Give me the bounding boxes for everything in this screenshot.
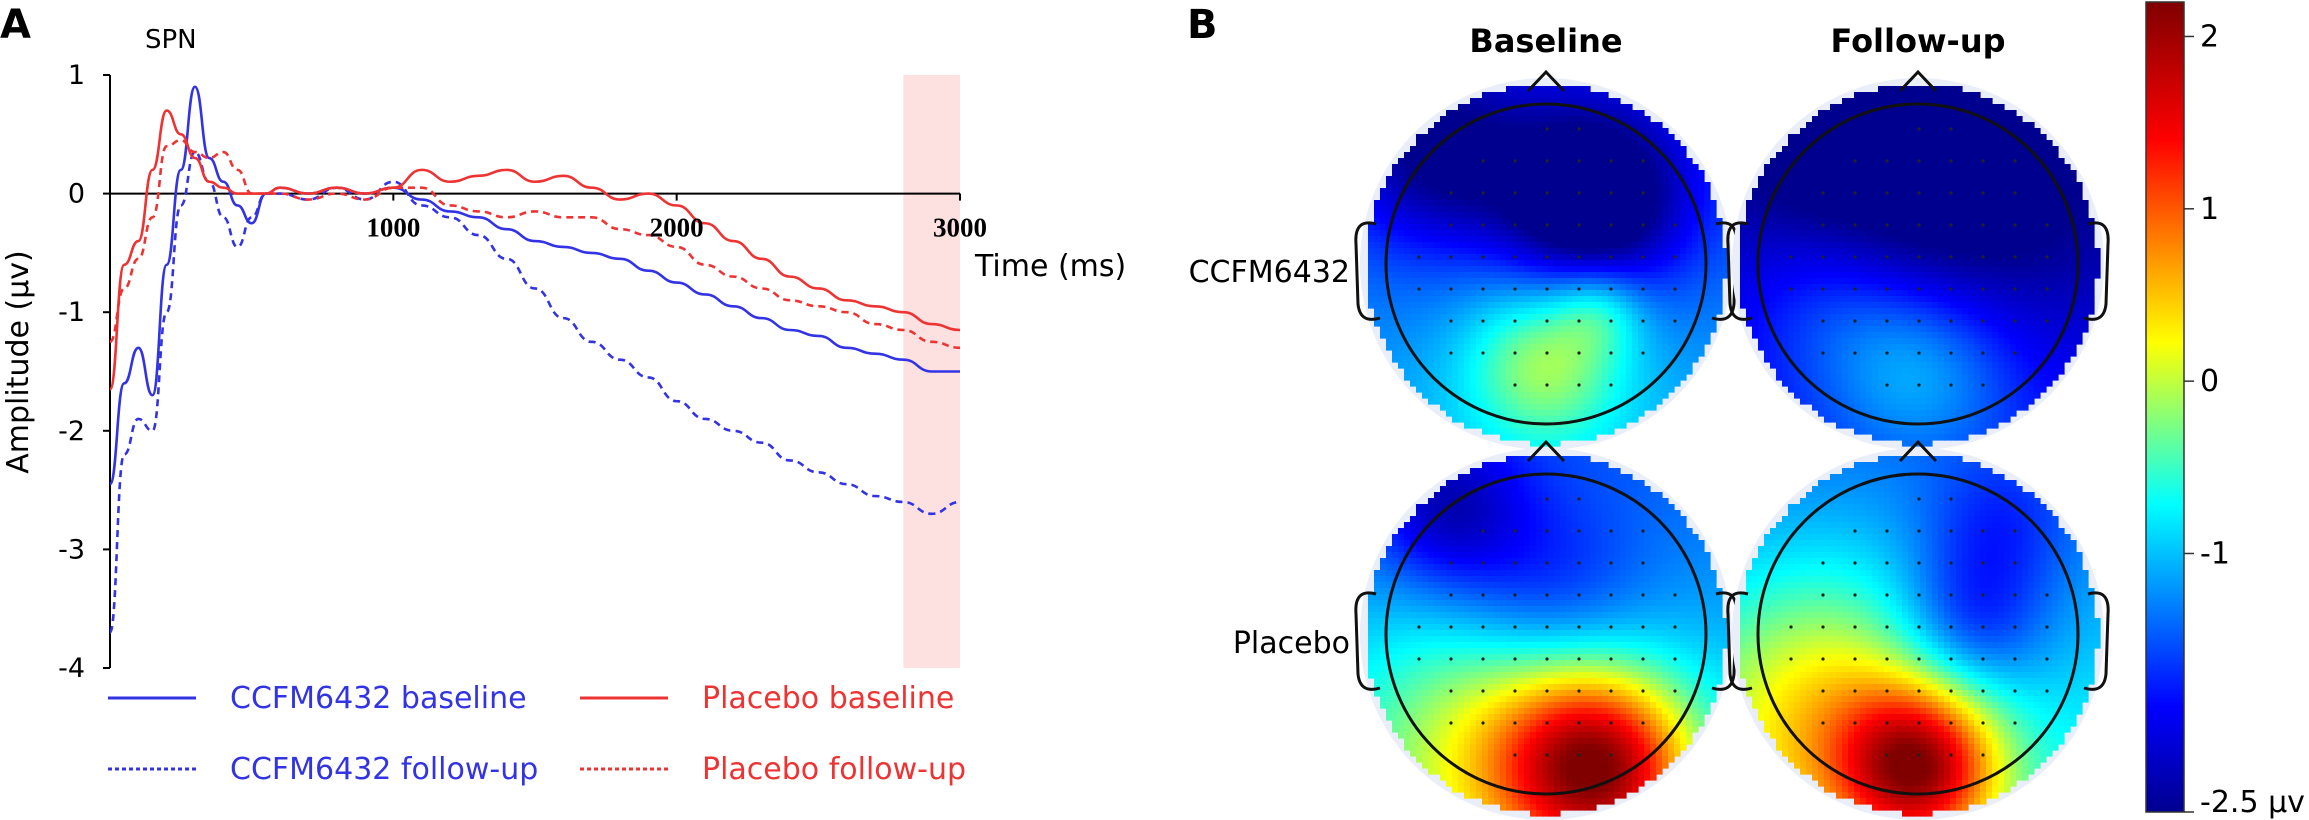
col-label-follow-up: Follow-up [1831, 22, 2006, 60]
head-outline [1756, 472, 2080, 796]
nose-outline [1526, 69, 1566, 93]
legend-label: CCFM6432 follow-up [230, 752, 538, 787]
topomap-ccfm6432-baseline [1354, 69, 1738, 450]
nose-outline [1898, 439, 1938, 463]
left-ear-outline [1354, 591, 1381, 691]
topomap-placebo-follow-up [1726, 439, 2110, 820]
head-outline [1756, 102, 2080, 426]
row-label-ccfm6432: CCFM6432 [1189, 255, 1350, 290]
colorbar-tick-label: 2 [2200, 19, 2219, 54]
x-tick-label: 3000 [933, 213, 987, 243]
head-outline [1384, 102, 1708, 426]
y-tick-label: 1 [68, 60, 85, 91]
x-tick-label: 1000 [366, 213, 420, 243]
electrode-markers [1417, 127, 1677, 387]
topomap-placebo-baseline [1354, 439, 1738, 820]
nose-outline [1526, 439, 1566, 463]
right-ear-outline [2083, 591, 2110, 691]
colorbar-ticks: 2 1 0 -1 -2.5 µv [2184, 19, 2305, 820]
potential-field [1368, 86, 1729, 447]
y-axis-label: Amplitude (µv) [1, 250, 36, 474]
electrode-markers [1789, 127, 2049, 387]
colorbar-tick-label: -1 [2200, 536, 2230, 571]
row-label-placebo: Placebo [1233, 626, 1350, 661]
panel-b-letter: B [1187, 2, 1218, 48]
y-tick-label: 0 [68, 179, 85, 210]
x-tick-label: 2000 [650, 213, 704, 243]
line-chart: 1 0 -1 -2 -3 -4 1000 2000 3000 [58, 60, 987, 684]
colorbar-tick-label: 1 [2200, 192, 2219, 227]
legend-label: Placebo follow-up [702, 752, 966, 787]
topomap-ccfm6432-follow-up [1726, 69, 2110, 450]
potential-field [1740, 86, 2101, 447]
plot-label: SPN [145, 25, 197, 55]
y-tick-label: -1 [58, 297, 85, 328]
left-ear-outline [1726, 591, 1753, 691]
series-line-placebo-baseline [108, 109, 961, 391]
tick-labels: 1 0 -1 -2 -3 -4 1000 2000 3000 [58, 60, 987, 684]
y-tick-label: -4 [58, 653, 85, 684]
x-axis-label: Time (ms) [974, 249, 1126, 284]
right-ear-outline [2083, 221, 2110, 321]
series-lines [108, 85, 961, 634]
colorbar-tick-label: 0 [2200, 364, 2219, 399]
y-tick-label: -2 [58, 416, 85, 447]
panel-a-letter: A [0, 2, 31, 48]
col-label-baseline: Baseline [1469, 22, 1622, 60]
legend-label: CCFM6432 baseline [230, 681, 527, 716]
potential-field [1740, 456, 2101, 817]
head-outline [1384, 472, 1708, 796]
legend: CCFM6432 baseline Placebo baseline CCFM643… [108, 681, 966, 787]
colorbar [2145, 1, 2185, 813]
potential-field [1368, 456, 1729, 817]
electrode-markers [1789, 497, 2049, 757]
left-ear-outline [1726, 221, 1753, 321]
series-line-ccfm6432-follow-up [108, 150, 961, 634]
left-ear-outline [1354, 221, 1381, 321]
colorbar-tick-label: -2.5 µv [2200, 785, 2305, 820]
electrode-markers [1417, 497, 1677, 757]
nose-outline [1898, 69, 1938, 93]
series-line-placebo-follow-up [108, 138, 961, 350]
legend-label: Placebo baseline [702, 681, 954, 716]
y-tick-label: -3 [58, 534, 85, 565]
series-line-ccfm6432-baseline [108, 85, 960, 486]
topomap-grid [1354, 69, 2110, 820]
